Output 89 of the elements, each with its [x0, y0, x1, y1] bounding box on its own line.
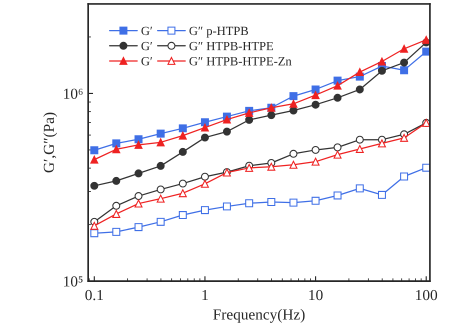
point: [178, 132, 187, 140]
point: [200, 134, 209, 142]
point: [178, 211, 187, 220]
point: [200, 206, 209, 214]
point: [112, 139, 120, 148]
point: [267, 111, 276, 120]
point: [356, 136, 364, 144]
point: [90, 146, 98, 154]
point: [334, 94, 342, 102]
point: [112, 176, 120, 185]
point: [222, 128, 231, 136]
point: [312, 196, 320, 205]
point: [112, 228, 120, 236]
point: [156, 130, 165, 138]
point: [356, 184, 364, 192]
point: [178, 124, 187, 132]
point: [134, 135, 143, 144]
y-tick-label: 10⁶: [64, 88, 83, 99]
legend-label: G′: [141, 42, 152, 50]
point: [289, 198, 298, 207]
point: [134, 200, 143, 208]
point: [312, 100, 320, 109]
point: [267, 198, 276, 206]
point: [134, 140, 143, 149]
point: [156, 194, 165, 203]
point: [178, 180, 187, 188]
point: [400, 44, 408, 53]
legend-label: G″ HTPB-HTPE-Zn: [189, 57, 292, 66]
point: [245, 116, 254, 124]
point: [312, 146, 320, 154]
point: [156, 162, 165, 170]
point: [90, 182, 98, 190]
point: [156, 138, 165, 146]
point: [400, 58, 408, 67]
x-axis-title: Frequency(Hz): [213, 308, 305, 323]
point: [312, 85, 320, 94]
point: [200, 124, 209, 132]
point: [289, 100, 298, 108]
legend-label: G′: [141, 57, 152, 66]
point: [334, 143, 342, 152]
point: [222, 116, 231, 124]
x-tick-label: 1: [202, 290, 208, 300]
point: [334, 82, 342, 90]
point: [267, 162, 276, 171]
point: [356, 85, 364, 94]
point: [422, 36, 430, 44]
y-tick-label: 10⁵: [64, 276, 83, 287]
x-tick-label: 100: [416, 290, 438, 300]
point: [289, 150, 298, 158]
point: [334, 150, 342, 159]
point: [156, 218, 165, 226]
point: [90, 222, 98, 230]
point: [400, 66, 408, 74]
point: [422, 48, 430, 56]
point: [178, 148, 187, 156]
x-tick-label: 0.1: [85, 290, 103, 300]
point: [289, 92, 298, 100]
point: [312, 158, 320, 166]
point: [222, 202, 231, 210]
point: [178, 189, 187, 198]
legend-label: G′: [141, 26, 152, 36]
point: [289, 160, 298, 169]
point: [200, 118, 209, 126]
point: [356, 144, 364, 153]
point: [112, 210, 120, 218]
point: [400, 134, 408, 142]
y-axis-title: G′,G″(Pa): [43, 112, 58, 172]
point: [200, 172, 209, 181]
point: [200, 180, 209, 188]
point: [378, 66, 386, 75]
point: [356, 68, 364, 76]
point: [134, 223, 143, 232]
x-tick-label: 10: [309, 290, 323, 300]
point: [90, 156, 98, 164]
point: [134, 192, 143, 200]
point: [334, 191, 342, 200]
point: [112, 145, 120, 154]
point: [378, 139, 386, 148]
legend-label: G″ HTPB-HTPE: [189, 42, 274, 50]
point: [112, 202, 120, 210]
point: [378, 58, 386, 66]
point: [378, 190, 386, 199]
point: [312, 91, 320, 100]
point: [400, 172, 408, 180]
point: [156, 185, 165, 194]
point: [245, 199, 254, 208]
point: [422, 164, 430, 172]
point: [134, 169, 143, 178]
legend-label: G″ p-HTPB: [189, 26, 248, 38]
